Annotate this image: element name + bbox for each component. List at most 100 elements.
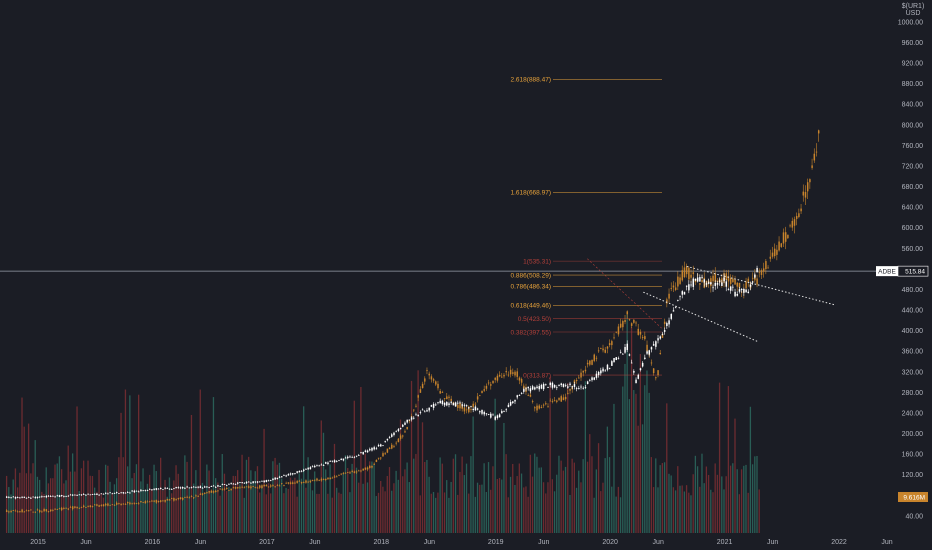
comparison-candle [338, 475, 340, 476]
volume-bar [417, 370, 419, 533]
comparison-candle [215, 490, 217, 493]
comparison-candle [148, 501, 151, 503]
comparison-candle [534, 407, 536, 409]
comparison-candle [43, 509, 45, 512]
volume-bar [509, 476, 512, 533]
comparison-candle [641, 337, 644, 338]
comparison-candle [606, 346, 609, 349]
volume-bar [745, 464, 747, 533]
volume-bar [164, 479, 166, 533]
volume-bar [98, 469, 100, 533]
adbe-candle [10, 497, 12, 499]
comparison-candle [294, 482, 296, 484]
comparison-candle [441, 392, 444, 393]
volume-bar [573, 462, 576, 533]
comparison-candle [657, 370, 659, 376]
adbe-candle [661, 333, 664, 335]
comparison-candle [465, 409, 468, 411]
adbe-candle [441, 400, 444, 405]
comparison-candle [41, 511, 43, 513]
comparison-candle [602, 348, 604, 351]
adbe-candle [670, 313, 673, 319]
comparison-candle [468, 406, 470, 413]
adbe-candle [740, 289, 743, 291]
comparison-candle [307, 481, 309, 483]
comparison-candle [245, 486, 248, 488]
volume-bar [124, 389, 127, 533]
comparison-candle [734, 279, 736, 285]
comparison-candle [173, 498, 175, 501]
volume-bar [353, 400, 355, 533]
volume-bar [622, 386, 624, 533]
comparison-candle [241, 486, 243, 488]
adbe-candle [239, 482, 241, 483]
volume-bar [452, 458, 454, 533]
adbe-candle [613, 357, 615, 363]
adbe-candle [113, 492, 116, 494]
comparison-candle [250, 486, 252, 489]
volume-bar [738, 494, 741, 533]
adbe-candle [479, 411, 481, 413]
volume-bar [659, 465, 661, 533]
adbe-candle [292, 473, 294, 475]
adbe-candle [382, 445, 384, 447]
volume-bar [287, 488, 289, 533]
adbe-candle [208, 487, 210, 489]
comparison-candle [804, 191, 807, 198]
comparison-candle [527, 395, 529, 397]
comparison-candle [424, 378, 426, 382]
comparison-candle [329, 477, 331, 479]
adbe-candle [287, 474, 290, 476]
adbe-candle [252, 481, 254, 483]
adbe-candle [351, 456, 353, 458]
comparison-candle [118, 503, 120, 505]
comparison-candle [747, 278, 750, 283]
adbe-candle [336, 461, 338, 463]
comparison-candle [190, 496, 193, 497]
comparison-candle [237, 487, 239, 489]
adbe-candle [615, 357, 618, 361]
volume-bar [338, 492, 340, 533]
adbe-candle [556, 387, 558, 389]
adbe-candle [426, 410, 428, 412]
comparison-candle [281, 483, 283, 485]
comparison-candle [635, 322, 637, 324]
volume-bar [558, 455, 560, 533]
adbe-candle [538, 386, 540, 390]
comparison-candle [778, 241, 780, 251]
volume-bar [67, 445, 69, 533]
comparison-candle [589, 360, 591, 365]
volume-bar [712, 492, 714, 533]
comparison-candle [655, 377, 657, 379]
comparison-candle [159, 500, 162, 502]
volume-bar [718, 382, 721, 533]
adbe-candle [716, 283, 719, 285]
comparison-candle [666, 299, 668, 304]
comparison-candle [56, 509, 59, 511]
volume-bar [421, 422, 424, 533]
comparison-candle [204, 492, 206, 494]
adbe-candle [624, 347, 626, 353]
comparison-candle [78, 507, 81, 509]
comparison-candle [85, 507, 87, 508]
x-tick-label: Jun [653, 539, 664, 546]
adbe-candle [190, 487, 193, 489]
comparison-candle [54, 508, 56, 510]
volume-bar [307, 457, 309, 533]
comparison-candle [668, 293, 670, 299]
comparison-candle [626, 311, 629, 315]
adbe-candle [375, 448, 378, 450]
adbe-candle [547, 387, 549, 388]
adbe-candle [494, 416, 496, 420]
volume-bar [426, 459, 428, 533]
comparison-candle [538, 405, 540, 409]
adbe-candle [545, 384, 547, 386]
adbe-candle [668, 320, 670, 325]
adbe-candle [597, 371, 600, 376]
comparison-candle [197, 496, 199, 497]
y-tick-label: 680.00 [902, 184, 924, 191]
volume-bar [74, 471, 76, 533]
adbe-candle [520, 392, 523, 394]
adbe-candle [45, 495, 48, 498]
